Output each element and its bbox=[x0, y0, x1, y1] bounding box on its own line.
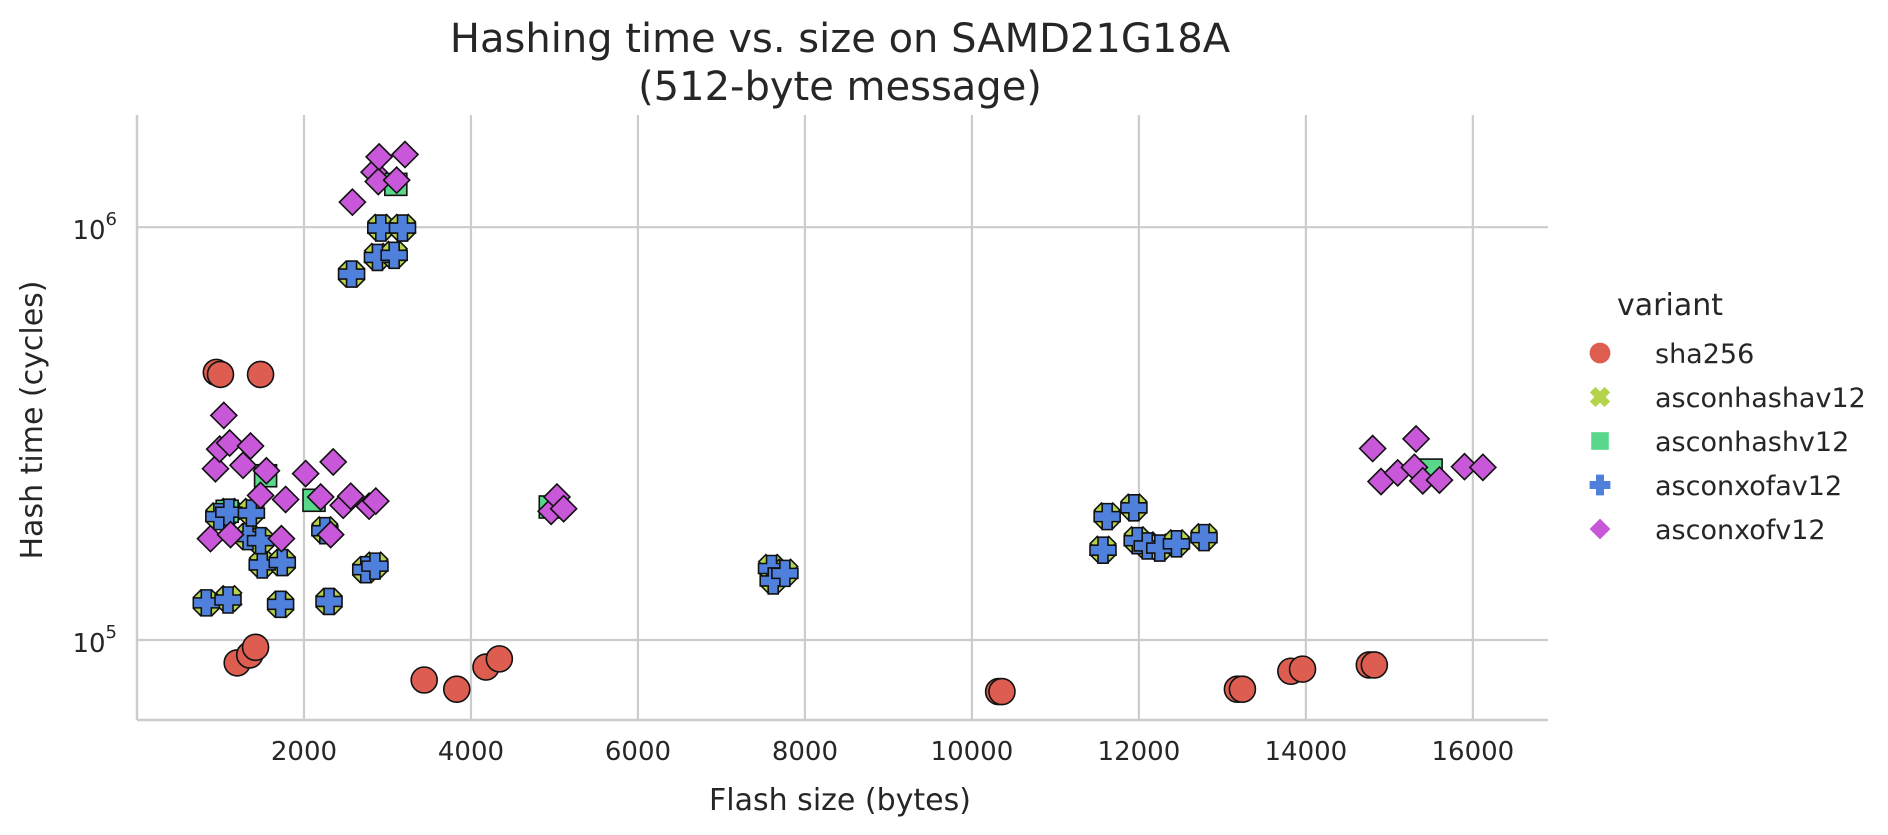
grid-lines bbox=[137, 115, 1548, 720]
asconxofav12-point bbox=[192, 589, 221, 617]
y-tick-label: 106 bbox=[72, 209, 117, 246]
asconxofv12-point bbox=[364, 142, 394, 172]
asconxofav12-point bbox=[268, 548, 297, 577]
asconxofav12-point bbox=[361, 552, 389, 580]
legend-title: variant bbox=[1617, 288, 1723, 323]
asconxofv12-point bbox=[267, 524, 296, 553]
asconxofav12-point bbox=[380, 241, 408, 270]
asconxofav12-point bbox=[771, 559, 799, 588]
legend-label: asconhashav12 bbox=[1655, 383, 1866, 414]
asconxofav12-point bbox=[315, 587, 343, 616]
x-tick-label: 12000 bbox=[1098, 737, 1181, 767]
sha256-point bbox=[1288, 655, 1317, 683]
asconxofav12-point bbox=[214, 586, 242, 614]
asconxofav12-point bbox=[1162, 530, 1191, 558]
asconxofav12-point bbox=[237, 499, 266, 527]
sha256-point bbox=[241, 633, 270, 662]
x-tick-label: 8000 bbox=[772, 737, 838, 767]
asconxofv12-point bbox=[252, 456, 281, 485]
legend-label: asconhashv12 bbox=[1655, 427, 1849, 458]
asconxofv12-point bbox=[1401, 424, 1431, 454]
asconxofv12-point bbox=[1450, 452, 1479, 481]
asconxofv12-point bbox=[382, 166, 411, 195]
data-points bbox=[192, 140, 1498, 706]
series-asconxofv12 bbox=[196, 140, 1498, 553]
asconxofv12-point bbox=[336, 482, 365, 511]
sha256-legend-marker bbox=[1589, 342, 1611, 364]
asconxofv12-legend-marker bbox=[1589, 518, 1611, 540]
x-axis-label: Flash size (bytes) bbox=[709, 783, 971, 818]
asconhashv12-legend-marker bbox=[1591, 432, 1609, 450]
x-tick-label: 4000 bbox=[438, 737, 504, 767]
x-tick-label: 6000 bbox=[605, 737, 671, 767]
series-asconxofav12 bbox=[192, 214, 1218, 619]
sha256-point bbox=[1360, 651, 1389, 679]
asconxofav12-point bbox=[388, 214, 417, 242]
legend-item-asconhashav12: asconhashav12 bbox=[1589, 383, 1866, 414]
asconxofv12-point bbox=[215, 428, 244, 458]
sha256-point bbox=[206, 360, 235, 389]
asconhashav12-legend-marker bbox=[1589, 386, 1611, 408]
asconxofv12-point bbox=[549, 494, 578, 523]
chart-subtitle: (512-byte message) bbox=[638, 64, 1042, 110]
asconxofav12-point bbox=[1190, 523, 1218, 552]
asconxofav12-point bbox=[266, 590, 295, 619]
asconxofav12-point bbox=[1089, 536, 1117, 565]
asconxofv12-point bbox=[209, 401, 238, 430]
asconxofv12-point bbox=[390, 140, 420, 169]
asconxofav12-point bbox=[366, 214, 395, 242]
axes-spines bbox=[135, 115, 1548, 722]
asconxofv12-point bbox=[316, 520, 345, 549]
asconxofv12-point bbox=[291, 459, 320, 488]
asconxofv12-point bbox=[246, 481, 275, 510]
sha256-point bbox=[442, 675, 471, 703]
y-tick-label: 105 bbox=[72, 622, 117, 659]
y-axis-label: Hash time (cycles) bbox=[15, 280, 50, 559]
legend-label: sha256 bbox=[1655, 339, 1754, 370]
asconxofv12-point bbox=[216, 520, 245, 549]
x-tick-label: 16000 bbox=[1431, 737, 1514, 767]
asconxofv12-point bbox=[1468, 453, 1498, 482]
tick-labels: 2000 4000 6000 8000 10000 12000 14000 16000 105 1… bbox=[72, 209, 1514, 767]
asconxofv12-point bbox=[319, 447, 348, 477]
legend-item-asconhashv12: asconhashv12 bbox=[1591, 427, 1849, 458]
asconxofv12-point bbox=[201, 454, 230, 483]
asconxofav12-point bbox=[246, 526, 275, 555]
asconxofv12-point bbox=[361, 486, 390, 516]
asconxofav12-point bbox=[337, 260, 366, 288]
legend-item-asconxofav12: asconxofav12 bbox=[1589, 471, 1842, 502]
asconxofv12-point bbox=[236, 431, 265, 461]
asconxofav12-point bbox=[1120, 494, 1148, 522]
asconxofv12-point bbox=[306, 482, 335, 512]
legend-item-asconxofv12: asconxofv12 bbox=[1589, 515, 1826, 546]
legend-label: asconxofv12 bbox=[1655, 515, 1826, 546]
series-sha256 bbox=[202, 358, 1389, 706]
asconxofv12-point bbox=[271, 485, 300, 514]
legend-item-sha256: sha256 bbox=[1589, 339, 1754, 370]
asconxofav12-point bbox=[1093, 502, 1121, 531]
asconxofv12-point bbox=[1358, 434, 1387, 463]
sha256-point bbox=[410, 666, 439, 694]
sha256-point bbox=[485, 645, 514, 673]
x-tick-label: 2000 bbox=[271, 737, 337, 767]
legend-label: asconxofav12 bbox=[1655, 471, 1842, 502]
asconxofav12-legend-marker bbox=[1589, 474, 1611, 496]
asconxofav12-point bbox=[248, 551, 277, 579]
asconxofv12-point bbox=[338, 188, 367, 217]
legend: variant sha256 asconhashav12 asconhashv12 a… bbox=[1589, 288, 1866, 546]
sha256-point bbox=[988, 677, 1016, 706]
chart-title: Hashing time vs. size on SAMD21G18A bbox=[450, 16, 1231, 62]
x-tick-label: 14000 bbox=[1265, 737, 1348, 767]
sha256-point bbox=[246, 360, 275, 389]
sha256-point bbox=[1228, 675, 1257, 703]
asconxofv12-point bbox=[1425, 465, 1454, 495]
x-tick-label: 10000 bbox=[931, 737, 1014, 767]
